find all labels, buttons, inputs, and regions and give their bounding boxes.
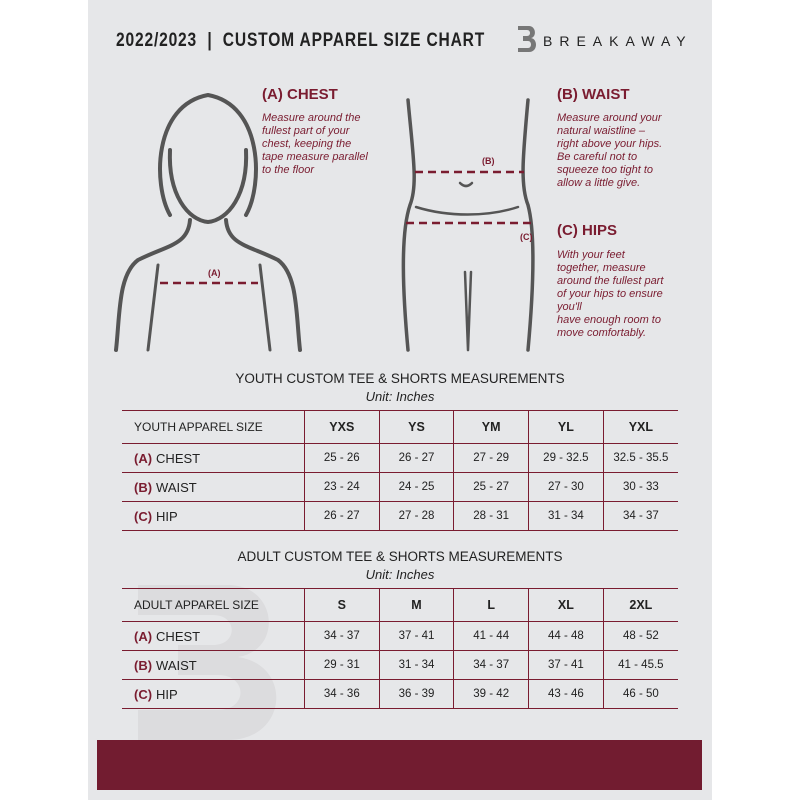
table-row-hip: (C) HIP 34 - 36 36 - 39 39 - 42 43 - 46 46 - 5… xyxy=(122,679,678,709)
cell: 25 - 26 xyxy=(303,443,380,473)
row-name: WAIST xyxy=(156,479,197,495)
cell: 29 - 31 xyxy=(303,650,380,680)
row-key: (A) xyxy=(134,628,153,644)
cell: 27 - 28 xyxy=(378,501,454,531)
cell: 34 - 36 xyxy=(303,679,380,709)
cell: 23 - 24 xyxy=(303,472,380,502)
cell: 39 - 42 xyxy=(453,679,529,709)
row-name: HIP xyxy=(156,508,178,524)
table-row-waist: (B) WAIST 29 - 31 31 - 34 34 - 37 37 - 41 41 -… xyxy=(122,650,678,680)
row-key: (C) xyxy=(134,508,153,524)
size-label: ADULT APPAREL SIZE xyxy=(122,588,305,622)
table-row-hip: (C) HIP 26 - 27 27 - 28 28 - 31 31 - 34 34 - 3… xyxy=(122,501,678,531)
row-label: (B) WAIST xyxy=(122,472,305,502)
chest-heading: (A) CHEST xyxy=(262,86,338,103)
adult-table-title: ADULT CUSTOM TEE & SHORTS MEASUREMENTS xyxy=(237,549,563,564)
row-key: (C) xyxy=(134,686,153,702)
cell: 48 - 52 xyxy=(602,621,678,651)
cell: 34 - 37 xyxy=(453,650,529,680)
waist-description: Measure around your natural waistline – … xyxy=(557,112,663,189)
table-row-chest: (A) CHEST 34 - 37 37 - 41 41 - 44 44 - 48 48 -… xyxy=(122,621,678,651)
row-name: CHEST xyxy=(156,450,201,466)
size-header: YS xyxy=(378,410,454,444)
cell: 41 - 45.5 xyxy=(602,650,678,680)
cell: 44 - 48 xyxy=(528,621,604,651)
cell: 31 - 34 xyxy=(528,501,604,531)
cell: 24 - 25 xyxy=(378,472,454,502)
row-name: WAIST xyxy=(156,657,197,673)
breakaway-logo-icon xyxy=(518,26,537,52)
upper-body-illustration xyxy=(114,92,302,352)
footer-band xyxy=(97,740,702,790)
hips-heading: (C) HIPS xyxy=(557,222,617,239)
table-row-chest: (A) CHEST 25 - 26 26 - 27 27 - 29 29 - 32.5 32… xyxy=(122,443,678,473)
youth-table-title: YOUTH CUSTOM TEE & SHORTS MEASUREMENTS xyxy=(235,371,565,386)
row-key: (B) xyxy=(134,657,153,673)
cell: 27 - 29 xyxy=(453,443,529,473)
cell: 46 - 50 xyxy=(602,679,678,709)
waist-heading: (B) WAIST xyxy=(557,86,630,103)
cell: 27 - 30 xyxy=(528,472,604,502)
cell: 43 - 46 xyxy=(528,679,604,709)
size-header: YXS xyxy=(303,410,380,444)
cell: 28 - 31 xyxy=(453,501,529,531)
waist-marker: (B) xyxy=(482,156,495,166)
size-header: 2XL xyxy=(602,588,678,622)
page-title: 2022/2023 | CUSTOM APPAREL SIZE CHART xyxy=(116,30,486,51)
chest-description: Measure around the fullest part of your … xyxy=(262,112,368,176)
cell: 36 - 39 xyxy=(378,679,454,709)
size-header: M xyxy=(378,588,454,622)
size-header: YM xyxy=(453,410,529,444)
cell: 34 - 37 xyxy=(303,621,380,651)
cell: 25 - 27 xyxy=(453,472,529,502)
row-key: (A) xyxy=(134,450,153,466)
hips-description: With your feet together, measure around … xyxy=(557,249,664,339)
row-label: (A) CHEST xyxy=(122,621,305,651)
cell: 26 - 27 xyxy=(378,443,454,473)
cell: 29 - 32.5 xyxy=(528,443,604,473)
size-header: XL xyxy=(528,588,604,622)
cell: 30 - 33 xyxy=(602,472,678,502)
row-label: (C) HIP xyxy=(122,501,305,531)
adult-table-unit: Unit: Inches xyxy=(365,567,435,582)
size-chart-page: 2022/2023 | CUSTOM APPAREL SIZE CHART BR… xyxy=(88,0,712,800)
table-row-waist: (B) WAIST 23 - 24 24 - 25 25 - 27 27 - 30 30 -… xyxy=(122,472,678,502)
cell: 31 - 34 xyxy=(378,650,454,680)
cell: 37 - 41 xyxy=(528,650,604,680)
cell: 34 - 37 xyxy=(602,501,678,531)
lower-body-illustration xyxy=(401,98,535,352)
row-label: (A) CHEST xyxy=(122,443,305,473)
brand-name: BREAKAWAY xyxy=(543,33,693,49)
row-label: (B) WAIST xyxy=(122,650,305,680)
size-header: S xyxy=(303,588,380,622)
hips-marker: (C) xyxy=(520,232,533,242)
cell: 32.5 - 35.5 xyxy=(602,443,678,473)
youth-table-unit: Unit: Inches xyxy=(365,389,435,404)
size-label: YOUTH APPAREL SIZE xyxy=(122,410,305,444)
size-header: YL xyxy=(528,410,604,444)
size-header: L xyxy=(453,588,529,622)
chest-marker: (A) xyxy=(208,268,221,278)
cell: 41 - 44 xyxy=(453,621,529,651)
table-header-row: ADULT APPAREL SIZE S M L XL 2XL xyxy=(122,588,678,622)
row-name: HIP xyxy=(156,686,178,702)
row-key: (B) xyxy=(134,479,153,495)
cell: 26 - 27 xyxy=(303,501,380,531)
adult-size-table: ADULT APPAREL SIZE S M L XL 2XL (A) CHEST… xyxy=(122,588,678,709)
table-header-row: YOUTH APPAREL SIZE YXS YS YM YL YXL xyxy=(122,410,678,444)
row-name: CHEST xyxy=(156,628,201,644)
cell: 37 - 41 xyxy=(378,621,454,651)
size-header: YXL xyxy=(602,410,678,444)
youth-size-table: YOUTH APPAREL SIZE YXS YS YM YL YXL (A) C… xyxy=(122,410,678,531)
row-label: (C) HIP xyxy=(122,679,305,709)
